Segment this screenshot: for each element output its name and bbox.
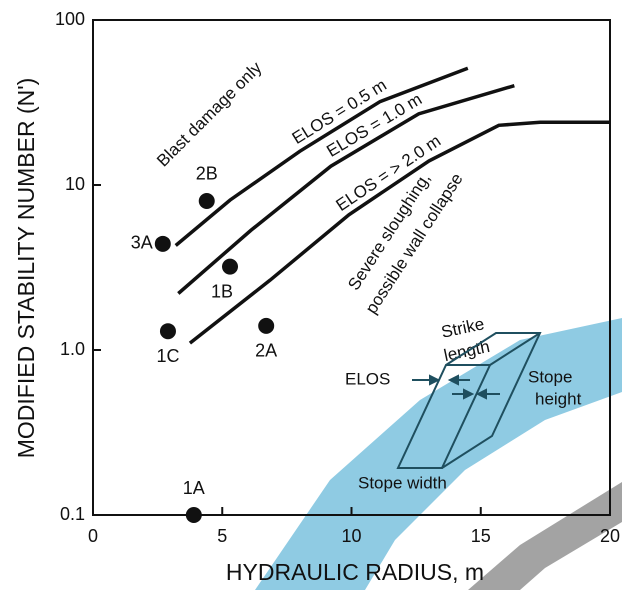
annotation: Blast damage only	[153, 58, 266, 171]
point-label: 1A	[183, 478, 205, 498]
x-tick-label: 0	[88, 526, 98, 546]
curve	[177, 83, 515, 295]
annotation: height	[535, 389, 582, 408]
point	[222, 258, 239, 275]
point-label: 1C	[156, 346, 179, 366]
point	[198, 192, 215, 209]
annotation: Stope width	[358, 473, 447, 492]
watermark	[468, 482, 622, 590]
x-tick-label: 20	[600, 526, 620, 546]
watermark	[255, 318, 622, 590]
annotation: Strike	[440, 314, 486, 342]
x-tick-label: 5	[217, 526, 227, 546]
point	[154, 235, 171, 252]
x-axis-label: HYDRAULIC RADIUS, m	[226, 559, 484, 585]
point	[258, 317, 275, 334]
stope-diagram	[396, 332, 542, 469]
annotation: Stope	[528, 367, 572, 386]
curve	[188, 120, 610, 345]
point-label: 2A	[255, 341, 277, 361]
point	[159, 323, 176, 340]
curve	[174, 66, 469, 247]
point-label: 3A	[131, 233, 153, 253]
y-tick-label: 1.0	[60, 339, 85, 359]
y-tick-label: 10	[65, 174, 85, 194]
y-axis-label: MODIFIED STABILITY NUMBER (N')	[13, 78, 39, 459]
point	[185, 507, 202, 523]
y-tick-label: 0.1	[60, 504, 85, 524]
x-tick-label: 10	[341, 526, 361, 546]
x-tick-label: 15	[471, 526, 491, 546]
y-tick-label: 100	[55, 9, 85, 29]
point-label: 1B	[211, 281, 233, 301]
annotation: ELOS	[345, 369, 390, 388]
point-label: 2B	[196, 164, 218, 184]
